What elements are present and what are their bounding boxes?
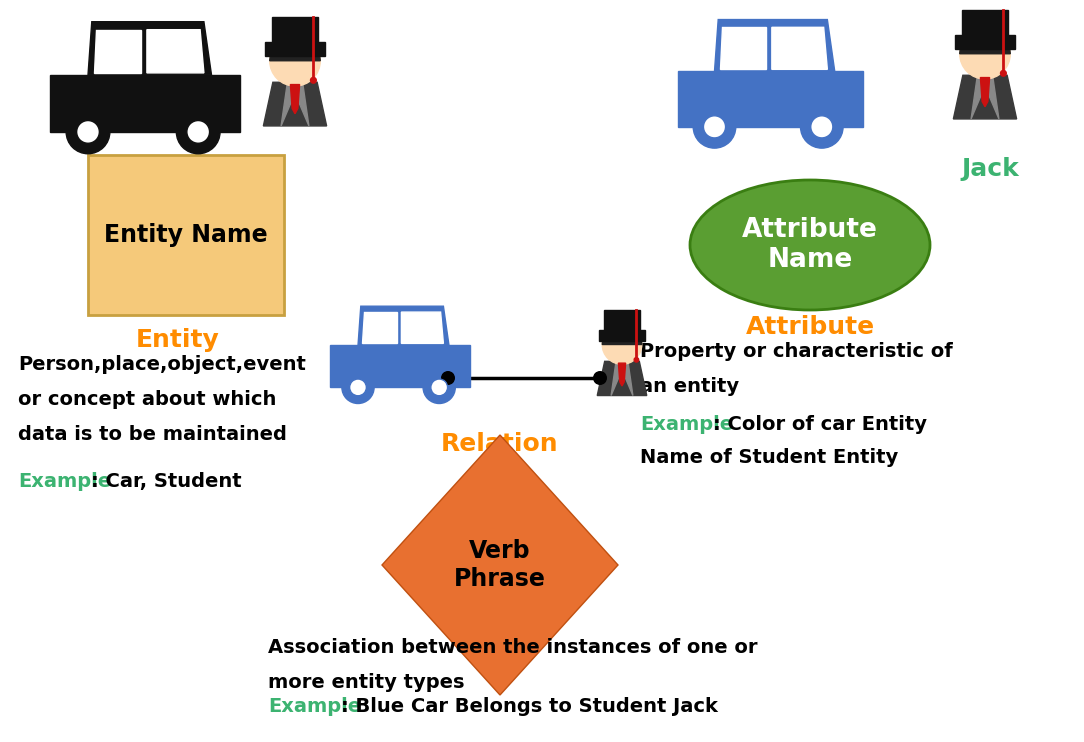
Polygon shape — [962, 10, 1008, 36]
Polygon shape — [93, 30, 141, 73]
Text: Association between the instances of one or: Association between the instances of one… — [268, 638, 758, 657]
Circle shape — [634, 358, 638, 362]
Circle shape — [177, 110, 220, 154]
Text: or concept about which: or concept about which — [18, 390, 276, 409]
Ellipse shape — [691, 180, 930, 310]
Polygon shape — [270, 36, 320, 61]
Text: Attribute
Name: Attribute Name — [743, 217, 878, 273]
Text: an entity: an entity — [640, 377, 739, 396]
Text: Example: Example — [640, 415, 733, 434]
Circle shape — [350, 379, 366, 395]
Polygon shape — [985, 75, 999, 119]
Polygon shape — [622, 361, 633, 395]
Polygon shape — [959, 28, 1010, 53]
Circle shape — [186, 120, 209, 143]
Polygon shape — [714, 19, 835, 71]
Text: Name of Student Entity: Name of Student Entity — [640, 448, 899, 467]
Polygon shape — [401, 312, 443, 344]
Polygon shape — [678, 71, 863, 127]
Text: Person,place,object,event: Person,place,object,event — [18, 355, 306, 374]
Polygon shape — [772, 27, 827, 69]
Polygon shape — [618, 363, 625, 386]
Polygon shape — [971, 75, 985, 119]
Polygon shape — [603, 325, 642, 344]
Text: Property or characteristic of: Property or characteristic of — [640, 342, 953, 361]
Polygon shape — [611, 361, 622, 395]
Polygon shape — [50, 75, 240, 132]
Circle shape — [603, 325, 642, 364]
Text: Example: Example — [18, 472, 112, 491]
Text: data is to be maintained: data is to be maintained — [18, 425, 287, 444]
Polygon shape — [720, 27, 766, 69]
Polygon shape — [382, 435, 618, 695]
Polygon shape — [272, 17, 318, 42]
Polygon shape — [597, 361, 647, 395]
Circle shape — [341, 371, 374, 404]
Polygon shape — [953, 75, 1017, 119]
Text: : Car, Student: : Car, Student — [91, 472, 242, 491]
Polygon shape — [266, 42, 325, 56]
Circle shape — [310, 77, 317, 83]
Polygon shape — [955, 36, 1015, 49]
Polygon shape — [598, 330, 645, 341]
Polygon shape — [980, 78, 990, 107]
Circle shape — [694, 105, 736, 148]
Circle shape — [430, 379, 448, 395]
Polygon shape — [291, 85, 299, 114]
Circle shape — [441, 371, 455, 385]
Circle shape — [423, 371, 455, 404]
Text: Jack: Jack — [962, 157, 1019, 181]
Text: Attribute: Attribute — [746, 315, 875, 339]
Text: Example: Example — [268, 697, 361, 716]
Polygon shape — [358, 306, 449, 345]
Polygon shape — [147, 30, 204, 73]
Text: Entity Name: Entity Name — [104, 223, 268, 247]
Circle shape — [811, 116, 833, 138]
Text: : Color of car Entity: : Color of car Entity — [713, 415, 927, 434]
Circle shape — [593, 371, 607, 385]
Polygon shape — [263, 82, 326, 126]
Text: Relation: Relation — [441, 432, 559, 456]
Circle shape — [66, 110, 109, 154]
Circle shape — [270, 36, 320, 86]
Circle shape — [1001, 70, 1006, 76]
Circle shape — [800, 105, 843, 148]
Polygon shape — [330, 345, 470, 387]
Circle shape — [704, 116, 725, 138]
Text: more entity types: more entity types — [268, 673, 465, 692]
Polygon shape — [295, 82, 309, 126]
Circle shape — [77, 120, 100, 143]
Text: Entity: Entity — [137, 328, 220, 352]
FancyBboxPatch shape — [88, 155, 284, 315]
Polygon shape — [362, 312, 397, 344]
Polygon shape — [88, 22, 211, 75]
Text: Verb
Phrase: Verb Phrase — [454, 539, 546, 591]
Polygon shape — [281, 82, 295, 126]
Polygon shape — [604, 310, 640, 330]
Text: : Blue Car Belongs to Student Jack: : Blue Car Belongs to Student Jack — [341, 697, 718, 716]
Circle shape — [959, 28, 1010, 79]
